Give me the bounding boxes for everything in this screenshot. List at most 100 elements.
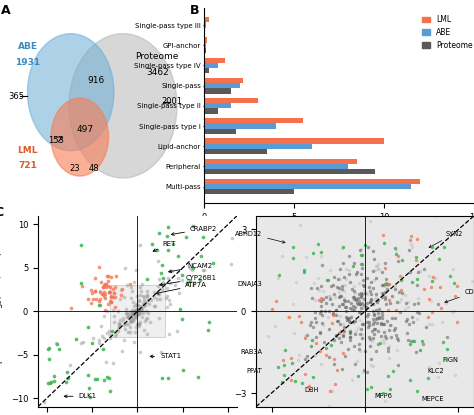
Point bbox=[308, 295, 316, 302]
Point bbox=[102, 281, 110, 287]
Point bbox=[385, 326, 392, 333]
Point bbox=[63, 379, 70, 386]
Point bbox=[238, 334, 246, 340]
Text: NCAM2: NCAM2 bbox=[169, 263, 212, 273]
Point bbox=[130, 279, 138, 286]
Point bbox=[191, 279, 198, 286]
Point bbox=[334, 276, 341, 282]
Point bbox=[106, 334, 114, 341]
Point bbox=[379, 321, 386, 327]
Bar bbox=[204, 138, 384, 144]
Point bbox=[131, 308, 139, 315]
Bar bbox=[204, 189, 294, 195]
Point bbox=[138, 314, 146, 320]
Point bbox=[85, 385, 93, 392]
Point bbox=[369, 320, 377, 327]
Point bbox=[438, 319, 445, 326]
Point bbox=[137, 349, 144, 355]
Point bbox=[372, 294, 380, 301]
Point bbox=[343, 315, 351, 321]
Point bbox=[137, 303, 145, 309]
Text: 721: 721 bbox=[18, 161, 37, 170]
Point bbox=[103, 308, 111, 314]
Point bbox=[299, 380, 306, 386]
Point bbox=[242, 295, 249, 302]
Point bbox=[128, 310, 136, 317]
Point bbox=[384, 345, 392, 352]
Point bbox=[284, 314, 292, 320]
Text: KLC2: KLC2 bbox=[427, 368, 444, 374]
Point bbox=[336, 330, 343, 337]
Point bbox=[333, 283, 341, 290]
Point bbox=[150, 303, 158, 310]
Point bbox=[339, 332, 347, 339]
Point bbox=[137, 283, 144, 290]
Point bbox=[393, 347, 401, 354]
Point bbox=[383, 286, 391, 292]
Point bbox=[310, 250, 317, 256]
Point bbox=[111, 304, 118, 310]
Point bbox=[134, 321, 141, 328]
Point bbox=[337, 320, 344, 327]
Point bbox=[100, 283, 107, 290]
Point bbox=[136, 323, 143, 330]
Point bbox=[332, 307, 339, 313]
Point bbox=[348, 286, 356, 293]
Point bbox=[131, 310, 139, 316]
Point bbox=[158, 286, 165, 293]
Point bbox=[358, 321, 366, 327]
Point bbox=[396, 309, 404, 316]
Point bbox=[157, 348, 164, 355]
Point bbox=[318, 308, 325, 315]
Point bbox=[394, 362, 402, 369]
Point bbox=[129, 310, 137, 317]
Point bbox=[356, 279, 363, 286]
Point bbox=[344, 298, 352, 305]
Point bbox=[89, 295, 96, 302]
Point bbox=[301, 333, 309, 340]
Point bbox=[346, 329, 354, 335]
Point bbox=[373, 391, 380, 397]
Point bbox=[351, 307, 358, 314]
Legend: LML, ABE, Proteome: LML, ABE, Proteome bbox=[419, 12, 474, 53]
Point bbox=[144, 294, 151, 300]
Point bbox=[155, 282, 162, 289]
Point bbox=[381, 260, 388, 266]
Point bbox=[115, 326, 122, 332]
Point bbox=[90, 334, 97, 341]
Point bbox=[136, 320, 143, 327]
Point bbox=[322, 299, 330, 306]
Point bbox=[358, 330, 365, 337]
Point bbox=[342, 353, 349, 359]
Point bbox=[291, 330, 298, 337]
Point bbox=[152, 303, 159, 309]
Point bbox=[354, 373, 362, 380]
Point bbox=[340, 274, 347, 281]
Point bbox=[111, 294, 119, 300]
Point bbox=[408, 338, 415, 345]
Ellipse shape bbox=[27, 34, 114, 151]
Point bbox=[356, 341, 363, 348]
Point bbox=[379, 309, 386, 316]
Point bbox=[362, 304, 370, 310]
Point bbox=[163, 304, 171, 310]
Point bbox=[72, 336, 80, 343]
Point bbox=[109, 286, 117, 292]
Point bbox=[107, 293, 114, 300]
Text: 48: 48 bbox=[89, 164, 100, 173]
Point bbox=[204, 326, 211, 333]
Text: MEPCE: MEPCE bbox=[421, 395, 444, 402]
Point bbox=[366, 288, 374, 294]
Point bbox=[404, 337, 411, 343]
Point bbox=[372, 274, 380, 281]
Text: 1931: 1931 bbox=[15, 58, 40, 67]
Point bbox=[77, 340, 85, 347]
Point bbox=[381, 332, 389, 339]
Point bbox=[319, 320, 326, 327]
Point bbox=[383, 334, 390, 341]
Point bbox=[133, 266, 140, 273]
Point bbox=[443, 356, 450, 363]
Point bbox=[98, 332, 106, 339]
Point bbox=[135, 308, 142, 314]
Point bbox=[443, 334, 450, 340]
